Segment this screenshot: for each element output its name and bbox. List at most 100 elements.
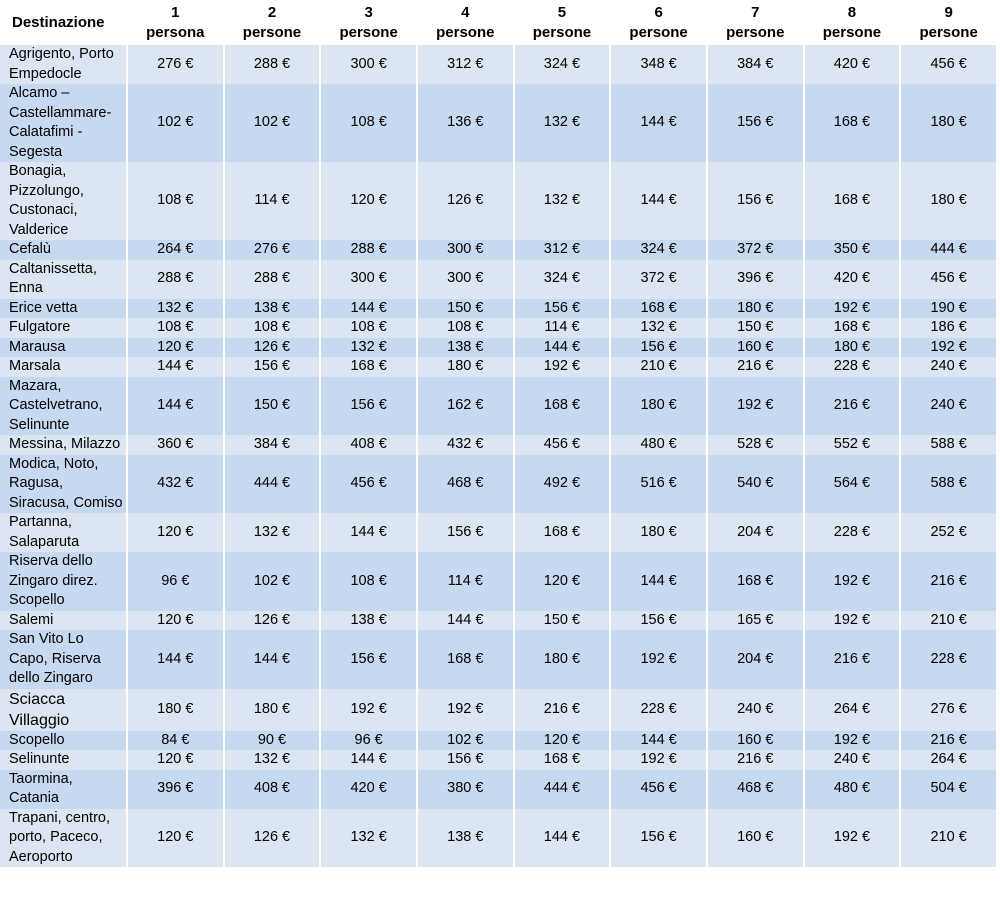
price-cell: 180 € bbox=[707, 298, 803, 318]
table-row: Riserva dello Zingaro direz. Scopello 96 €1… bbox=[0, 552, 996, 611]
destination-cell: Modica, Noto, Ragusa, Siracusa, Comiso bbox=[0, 454, 126, 513]
destination-line: Riserva dello bbox=[9, 553, 93, 569]
price-cell: 180 € bbox=[611, 513, 706, 552]
price-cell: 324 € bbox=[514, 259, 610, 299]
header-persons-1: 1 persona bbox=[128, 0, 223, 45]
price-cell: 120 € bbox=[128, 513, 223, 552]
price-cell: 480 € bbox=[611, 435, 706, 455]
destination-cell: Cefalù bbox=[0, 240, 126, 260]
price-cell: 144 € bbox=[514, 808, 610, 867]
price-cell: 144 € bbox=[128, 630, 223, 689]
destination-cell: Marsala bbox=[0, 357, 126, 377]
price-cell: 156 € bbox=[417, 750, 513, 770]
price-cell: 120 € bbox=[321, 162, 416, 240]
price-cell: 136 € bbox=[417, 84, 513, 162]
price-cell: 324 € bbox=[514, 45, 610, 84]
price-cell: 372 € bbox=[611, 259, 706, 299]
destination-line: Erice vetta bbox=[9, 299, 78, 316]
price-cell: 300 € bbox=[321, 259, 416, 299]
price-cell: 192 € bbox=[804, 730, 900, 750]
price-cell: 168 € bbox=[707, 552, 803, 611]
price-cell: 156 € bbox=[514, 298, 610, 318]
price-cell: 552 € bbox=[804, 435, 900, 455]
price-cell: 156 € bbox=[321, 630, 416, 689]
price-cell: 168 € bbox=[611, 298, 706, 318]
destination-line: Capo, Riserva bbox=[9, 650, 101, 667]
price-cell: 144 € bbox=[321, 750, 416, 770]
price-cell: 216 € bbox=[901, 730, 996, 750]
price-cell: 132 € bbox=[514, 84, 610, 162]
destination-cell: Scopello bbox=[0, 730, 126, 750]
price-cell: 564 € bbox=[804, 454, 900, 513]
destination-cell: Selinunte bbox=[0, 750, 126, 770]
price-cell: 432 € bbox=[128, 454, 223, 513]
price-cell: 312 € bbox=[514, 240, 610, 260]
price-cell: 192 € bbox=[804, 610, 900, 630]
price-table: Destinazione 1 persona 2 persone 3 persone 4 per… bbox=[0, 0, 996, 867]
destination-line: Trapani, centro, bbox=[9, 809, 111, 826]
table-row: Sciacca Villaggio 180 €180 €192 €192 €216 … bbox=[0, 688, 996, 731]
price-cell: 144 € bbox=[611, 84, 706, 162]
price-cell: 168 € bbox=[321, 357, 416, 377]
price-cell: 168 € bbox=[417, 630, 513, 689]
destination-line: Valderice bbox=[9, 221, 69, 238]
price-cell: 192 € bbox=[611, 750, 706, 770]
price-cell: 186 € bbox=[901, 318, 996, 338]
price-cell: 120 € bbox=[514, 730, 610, 750]
header-number: 8 bbox=[847, 4, 857, 21]
price-cell: 108 € bbox=[321, 84, 416, 162]
destination-line: Selinunte bbox=[9, 416, 70, 433]
price-cell: 120 € bbox=[128, 750, 223, 770]
header-number: 9 bbox=[944, 4, 953, 21]
price-cell: 168 € bbox=[804, 162, 900, 240]
table-row: Trapani, centro, porto, Paceco, Aeroporto 1… bbox=[0, 808, 996, 867]
price-cell: 120 € bbox=[514, 552, 610, 611]
price-cell: 156 € bbox=[707, 162, 803, 240]
destination-cell: Erice vetta bbox=[0, 298, 126, 318]
price-cell: 168 € bbox=[804, 318, 900, 338]
price-cell: 264 € bbox=[128, 240, 223, 260]
price-cell: 102 € bbox=[224, 84, 320, 162]
price-cell: 588 € bbox=[901, 435, 996, 455]
price-cell: 288 € bbox=[128, 259, 223, 299]
price-cell: 540 € bbox=[707, 454, 803, 513]
price-cell: 372 € bbox=[707, 240, 803, 260]
table-row: Partanna, Salaparuta 120 €132 €144 €156 €1… bbox=[0, 513, 996, 552]
price-cell: 114 € bbox=[224, 162, 320, 240]
header-persons-8: 8 persone bbox=[804, 0, 900, 45]
header-number: 3 bbox=[364, 4, 373, 21]
price-cell: 360 € bbox=[128, 435, 223, 455]
price-cell: 120 € bbox=[128, 337, 223, 357]
header-label: persone bbox=[339, 24, 398, 41]
destination-line: porto, Paceco, bbox=[9, 829, 103, 845]
price-cell: 144 € bbox=[514, 337, 610, 357]
destination-cell: Taormina, Catania bbox=[0, 769, 126, 809]
destination-line: San Vito Lo bbox=[9, 631, 84, 647]
price-cell: 516 € bbox=[611, 454, 706, 513]
price-cell: 126 € bbox=[224, 610, 320, 630]
header-persons-3: 3 persone bbox=[321, 0, 416, 45]
destination-cell: Fulgatore bbox=[0, 318, 126, 338]
price-cell: 108 € bbox=[417, 318, 513, 338]
destination-line: Partanna, bbox=[9, 514, 72, 530]
destination-line: Pizzolungo, bbox=[9, 182, 84, 199]
price-cell: 102 € bbox=[224, 552, 320, 611]
price-cell: 444 € bbox=[901, 240, 996, 260]
price-cell: 132 € bbox=[611, 318, 706, 338]
price-cell: 180 € bbox=[901, 162, 996, 240]
price-cell: 150 € bbox=[514, 610, 610, 630]
price-cell: 216 € bbox=[804, 630, 900, 689]
price-cell: 444 € bbox=[224, 454, 320, 513]
destination-line: Selinunte bbox=[9, 751, 70, 767]
price-cell: 432 € bbox=[417, 435, 513, 455]
destination-line: Castellammare- bbox=[9, 104, 112, 121]
header-number: 1 bbox=[171, 4, 180, 21]
price-cell: 156 € bbox=[417, 513, 513, 552]
price-cell: 144 € bbox=[321, 298, 416, 318]
price-cell: 168 € bbox=[804, 84, 900, 162]
destination-line: Siracusa, Comiso bbox=[9, 494, 123, 511]
price-cell: 144 € bbox=[128, 376, 223, 435]
destination-cell: Salemi bbox=[0, 610, 126, 630]
price-cell: 408 € bbox=[224, 769, 320, 809]
destination-line: Enna bbox=[9, 280, 43, 296]
